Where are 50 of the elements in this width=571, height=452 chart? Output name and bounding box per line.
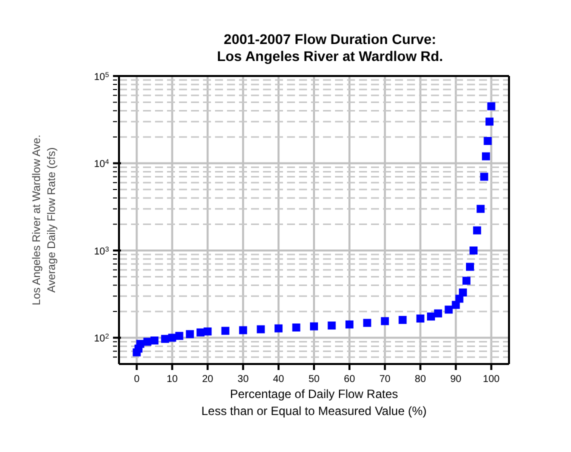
x-tick-label: 100 bbox=[482, 374, 500, 385]
point bbox=[427, 312, 435, 321]
point bbox=[480, 172, 488, 181]
y-tick-label: 10$^{5}$ bbox=[94, 72, 110, 83]
point bbox=[466, 262, 474, 271]
x-tick-label: 30 bbox=[238, 374, 250, 385]
point bbox=[136, 340, 144, 348]
y-axis-title: Los Angeles River at Wardlow Ave. Average Daily Flow Rate (cfs) bbox=[31, 134, 58, 306]
point bbox=[482, 152, 490, 160]
point bbox=[239, 326, 248, 334]
point bbox=[380, 317, 389, 326]
point bbox=[186, 330, 194, 338]
chart-title: 2001-2007 Flow Duration Curve: Los Angeles River at Wardlow Rd. bbox=[216, 31, 444, 64]
point bbox=[476, 204, 485, 213]
point bbox=[462, 276, 470, 285]
point bbox=[487, 102, 496, 110]
point bbox=[150, 336, 158, 344]
point bbox=[168, 334, 176, 342]
point bbox=[363, 318, 372, 327]
point bbox=[310, 322, 318, 330]
point bbox=[345, 320, 354, 328]
point bbox=[486, 118, 494, 126]
point bbox=[274, 324, 283, 332]
point bbox=[470, 246, 478, 254]
point bbox=[221, 326, 230, 335]
point bbox=[204, 327, 212, 336]
point bbox=[416, 314, 424, 323]
x-tick-label: 20 bbox=[202, 374, 214, 385]
point bbox=[444, 306, 453, 314]
y-tick-label: 10$^{2}$ bbox=[94, 333, 110, 345]
point bbox=[398, 316, 407, 324]
point bbox=[484, 136, 492, 145]
point bbox=[434, 309, 442, 318]
point bbox=[175, 332, 184, 340]
point bbox=[458, 288, 467, 296]
x-tick-label: 80 bbox=[414, 374, 426, 385]
x-tick-label: 50 bbox=[308, 374, 320, 385]
x-tick-label: 10 bbox=[166, 374, 178, 385]
x-tick-label: 60 bbox=[344, 374, 356, 385]
x-tick-label: 70 bbox=[379, 374, 391, 385]
x-tick-label: 90 bbox=[450, 374, 462, 385]
point bbox=[292, 324, 300, 332]
point bbox=[256, 325, 265, 334]
y-tick-label: 10$^{4}$ bbox=[94, 158, 110, 170]
y-tick-label: 10$^{3}$ bbox=[94, 246, 110, 258]
x-tick-label: 40 bbox=[272, 374, 285, 385]
point bbox=[328, 322, 336, 330]
x-tick-label: 0 bbox=[134, 374, 140, 385]
point bbox=[473, 226, 482, 234]
x-axis-title: Percentage of Daily Flow Rates Less than or Equal to Measured Value (%) bbox=[201, 387, 427, 418]
